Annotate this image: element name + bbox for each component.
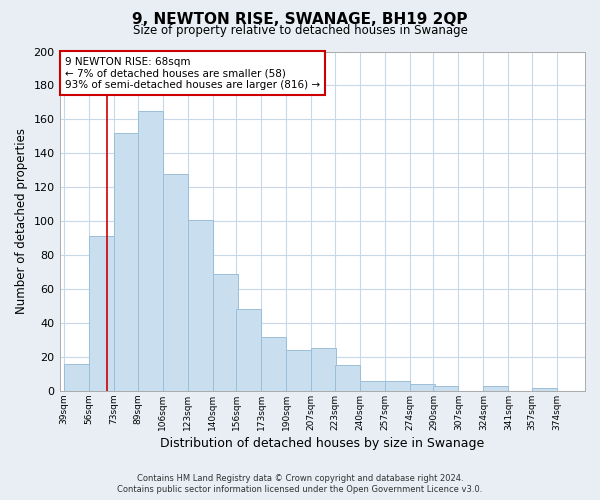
Bar bbox=[484, 386, 508, 391]
Text: Size of property relative to detached houses in Swanage: Size of property relative to detached ho… bbox=[133, 24, 467, 37]
Bar bbox=[311, 348, 336, 391]
Bar bbox=[385, 380, 410, 391]
X-axis label: Distribution of detached houses by size in Swanage: Distribution of detached houses by size … bbox=[160, 437, 484, 450]
Bar bbox=[137, 111, 163, 391]
Bar bbox=[163, 174, 188, 391]
Text: 9, NEWTON RISE, SWANAGE, BH19 2QP: 9, NEWTON RISE, SWANAGE, BH19 2QP bbox=[132, 12, 468, 28]
Bar bbox=[114, 133, 139, 391]
Bar bbox=[236, 310, 261, 391]
Bar bbox=[89, 236, 114, 391]
Bar bbox=[410, 384, 435, 391]
Bar bbox=[188, 220, 212, 391]
Text: Contains HM Land Registry data © Crown copyright and database right 2024.
Contai: Contains HM Land Registry data © Crown c… bbox=[118, 474, 482, 494]
Bar bbox=[360, 380, 385, 391]
Text: 9 NEWTON RISE: 68sqm
← 7% of detached houses are smaller (58)
93% of semi-detach: 9 NEWTON RISE: 68sqm ← 7% of detached ho… bbox=[65, 56, 320, 90]
Bar bbox=[286, 350, 311, 391]
Bar bbox=[261, 336, 286, 391]
Bar bbox=[64, 364, 89, 391]
Bar bbox=[433, 386, 458, 391]
Bar bbox=[532, 388, 557, 391]
Bar bbox=[335, 366, 360, 391]
Y-axis label: Number of detached properties: Number of detached properties bbox=[15, 128, 28, 314]
Bar bbox=[212, 274, 238, 391]
